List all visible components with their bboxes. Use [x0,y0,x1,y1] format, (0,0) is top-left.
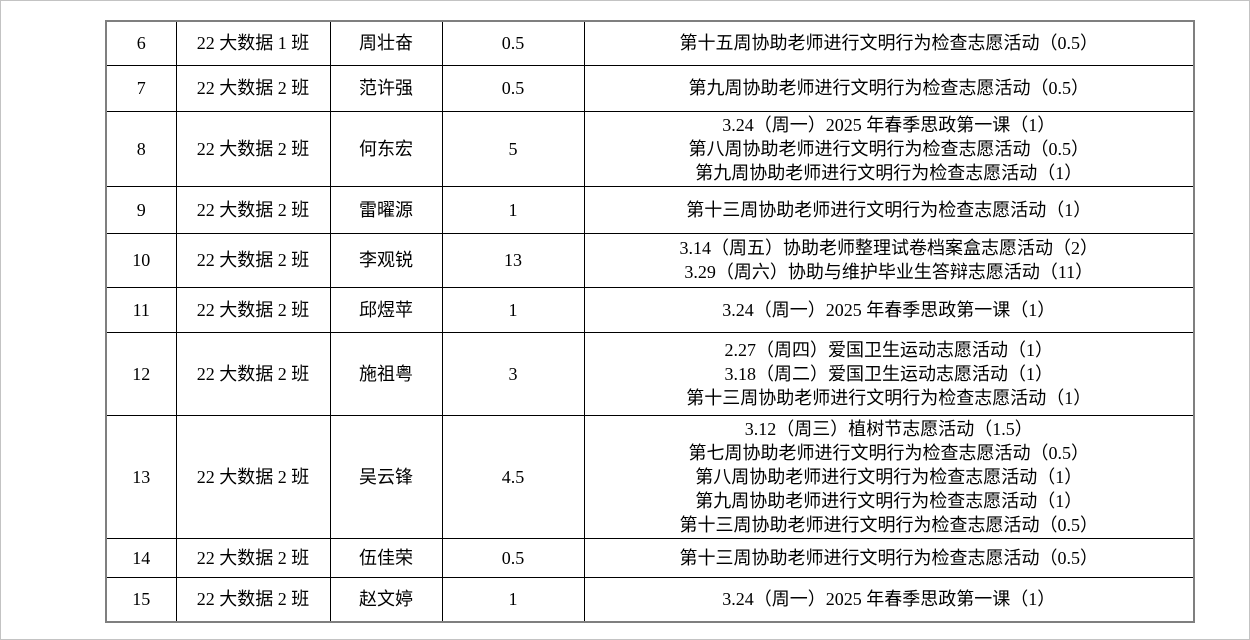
student-name-cell: 伍佳荣 [329,537,443,578]
hours-cell: 3 [441,331,585,416]
activities-cell: 第九周协助老师进行文明行为检查志愿活动（0.5） [583,64,1195,112]
row-number-cell: 15 [105,576,177,623]
activities-cell: 第十五周协助老师进行文明行为检查志愿活动（0.5） [583,20,1195,66]
table-row: 15 22 大数据 2 班 赵文婷 1 3.24（周一）2025 年春季思政第一… [105,576,1195,623]
activity-line: 3.18（周二）爱国卫生运动志愿活动（1） [724,363,1054,384]
class-name-cell: 22 大数据 2 班 [175,185,331,234]
activities-cell: 第十三周协助老师进行文明行为检查志愿活动（1） [583,185,1195,234]
table-row: 8 22 大数据 2 班 何东宏 5 3.24（周一）2025 年春季思政第一课… [105,110,1195,187]
student-name-cell: 施祖粤 [329,331,443,416]
activity-line: 第九周协助老师进行文明行为检查志愿活动（1） [695,162,1083,183]
activity-line: 第十三周协助老师进行文明行为检查志愿活动（1） [686,387,1092,408]
student-name-cell: 吴云锋 [329,414,443,539]
activity-line: 3.14（周五）协助老师整理试卷档案盒志愿活动（2） [679,238,1099,258]
hours-cell: 0.5 [441,537,585,578]
class-name-cell: 22 大数据 2 班 [175,64,331,112]
row-number-cell: 10 [105,232,177,288]
table-row: 12 22 大数据 2 班 施祖粤 3 2.27（周四）爱国卫生运动志愿活动（1… [105,331,1195,416]
activity-line: 2.27（周四）爱国卫生运动志愿活动（1） [724,339,1054,360]
hours-cell: 5 [441,110,585,187]
student-name-cell: 邱煜苹 [329,286,443,333]
student-name-cell: 范许强 [329,64,443,112]
volunteer-hours-table: 6 22 大数据 1 班 周壮奋 0.5 第十五周协助老师进行文明行为检查志愿活… [105,20,1195,623]
activity-line: 第十五周协助老师进行文明行为检查志愿活动（0.5） [679,33,1099,54]
activity-line: 第十三周协助老师进行文明行为检查志愿活动（1） [686,199,1092,220]
table-row: 10 22 大数据 2 班 李观锐 13 3.14（周五）协助老师整理试卷档案盒… [105,232,1195,288]
hours-cell: 0.5 [441,20,585,66]
activity-line: 第八周协助老师进行文明行为检查志愿活动（1） [695,466,1083,487]
activities-cell: 第十三周协助老师进行文明行为检查志愿活动（0.5） [583,537,1195,578]
class-name-cell: 22 大数据 2 班 [175,414,331,539]
table-row: 11 22 大数据 2 班 邱煜苹 1 3.24（周一）2025 年春季思政第一… [105,286,1195,333]
table-row: 6 22 大数据 1 班 周壮奋 0.5 第十五周协助老师进行文明行为检查志愿活… [105,20,1195,66]
activity-line: 3.24（周一）2025 年春季思政第一课（1） [722,299,1056,320]
activity-line: 第九周协助老师进行文明行为检查志愿活动（0.5） [688,78,1090,98]
activity-line: 3.24（周一）2025 年春季思政第一课（1） [722,589,1056,610]
activity-line: 第十三周协助老师进行文明行为检查志愿活动（0.5） [679,547,1099,568]
student-name-cell: 周壮奋 [329,20,443,66]
class-name-cell: 22 大数据 2 班 [175,537,331,578]
activity-line: 3.24（周一）2025 年春季思政第一课（1） [722,114,1056,135]
row-number-cell: 9 [105,185,177,234]
class-name-cell: 22 大数据 1 班 [175,20,331,66]
row-number-cell: 6 [105,20,177,66]
table-row: 9 22 大数据 2 班 雷曜源 1 第十三周协助老师进行文明行为检查志愿活动（… [105,185,1195,234]
hours-cell: 1 [441,286,585,333]
student-name-cell: 雷曜源 [329,185,443,234]
table-row: 13 22 大数据 2 班 吴云锋 4.5 3.12（周三）植树节志愿活动（1.… [105,414,1195,539]
row-number-cell: 14 [105,537,177,578]
student-name-cell: 赵文婷 [329,576,443,623]
activities-cell: 3.12（周三）植树节志愿活动（1.5） 第七周协助老师进行文明行为检查志愿活动… [583,414,1195,539]
hours-cell: 0.5 [441,64,585,112]
activity-line: 3.12（周三）植树节志愿活动（1.5） [744,418,1033,439]
class-name-cell: 22 大数据 2 班 [175,232,331,288]
activities-cell: 3.24（周一）2025 年春季思政第一课（1） [583,576,1195,623]
hours-cell: 13 [441,232,585,288]
activity-line: 3.29（周六）协助与维护毕业生答辩志愿活动（11） [684,262,1094,282]
hours-cell: 4.5 [441,414,585,539]
table-row: 14 22 大数据 2 班 伍佳荣 0.5 第十三周协助老师进行文明行为检查志愿… [105,537,1195,578]
class-name-cell: 22 大数据 2 班 [175,110,331,187]
row-number-cell: 7 [105,64,177,112]
activity-line: 第十三周协助老师进行文明行为检查志愿活动（0.5） [679,514,1099,535]
student-name-cell: 李观锐 [329,232,443,288]
row-number-cell: 12 [105,331,177,416]
class-name-cell: 22 大数据 2 班 [175,576,331,623]
activity-line: 第八周协助老师进行文明行为检查志愿活动（0.5） [688,138,1090,159]
row-number-cell: 11 [105,286,177,333]
hours-cell: 1 [441,185,585,234]
student-name-cell: 何东宏 [329,110,443,187]
hours-cell: 1 [441,576,585,623]
activity-line: 第七周协助老师进行文明行为检查志愿活动（0.5） [688,442,1090,463]
activity-line: 第九周协助老师进行文明行为检查志愿活动（1） [695,490,1083,511]
row-number-cell: 8 [105,110,177,187]
row-number-cell: 13 [105,414,177,539]
activities-cell: 2.27（周四）爱国卫生运动志愿活动（1） 3.18（周二）爱国卫生运动志愿活动… [583,331,1195,416]
table-row: 7 22 大数据 2 班 范许强 0.5 第九周协助老师进行文明行为检查志愿活动… [105,64,1195,112]
activities-cell: 3.24（周一）2025 年春季思政第一课（1） 第八周协助老师进行文明行为检查… [583,110,1195,187]
activities-cell: 3.24（周一）2025 年春季思政第一课（1） [583,286,1195,333]
class-name-cell: 22 大数据 2 班 [175,286,331,333]
class-name-cell: 22 大数据 2 班 [175,331,331,416]
activities-cell: 3.14（周五）协助老师整理试卷档案盒志愿活动（2） 3.29（周六）协助与维护… [583,232,1195,288]
